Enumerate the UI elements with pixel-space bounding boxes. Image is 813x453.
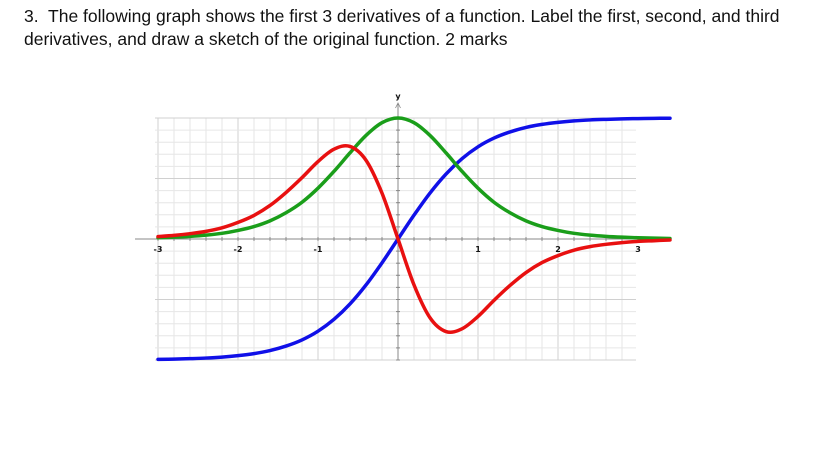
question-number: 3. <box>24 6 39 26</box>
x-tick-label: 1 <box>475 245 481 254</box>
series-line-2 <box>156 116 672 241</box>
question-text: 3. The following graph shows the first 3… <box>24 5 813 51</box>
tick-labels: y -3 -2 -1 1 2 3 <box>154 92 641 254</box>
y-axis-arrow <box>395 102 401 109</box>
y-axis-label: y <box>395 92 401 101</box>
series-line-1 <box>156 116 672 362</box>
question-body: The following graph shows the first 3 de… <box>24 6 780 49</box>
series-line-3 <box>156 143 672 335</box>
x-tick-label: -3 <box>154 245 163 254</box>
x-tick-label: -1 <box>314 245 323 254</box>
curves <box>156 116 672 362</box>
x-tick-label: 2 <box>555 245 561 254</box>
x-tick-label: 3 <box>635 245 641 254</box>
x-tick-label: -2 <box>234 245 243 254</box>
